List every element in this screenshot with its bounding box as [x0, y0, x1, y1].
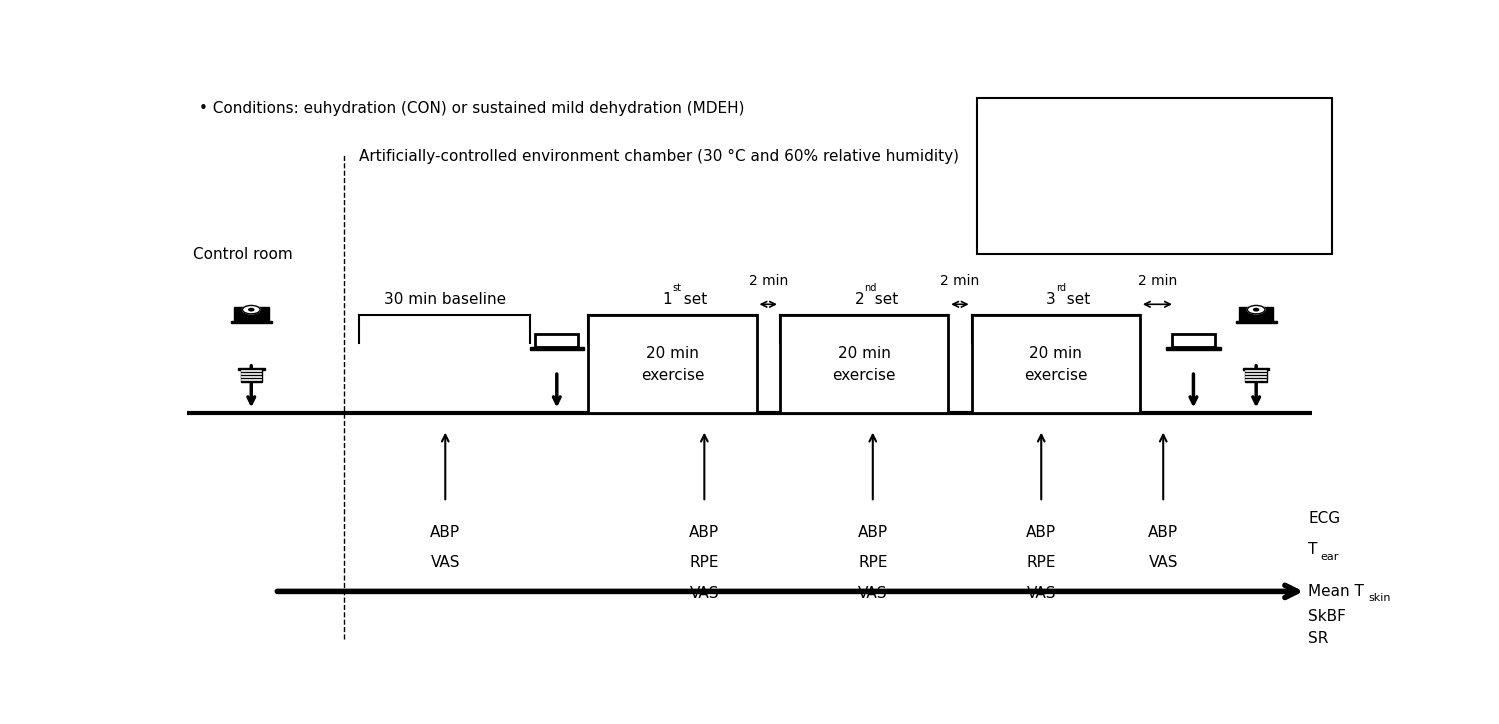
Text: SkBF: SkBF [1309, 609, 1346, 624]
Circle shape [243, 306, 259, 314]
Text: 20 min
exercise: 20 min exercise [1024, 345, 1087, 383]
Text: Artificially-controlled environment chamber (30 °C and 60% relative humidity): Artificially-controlled environment cham… [360, 149, 959, 164]
Text: ABP: ABP [1148, 524, 1178, 539]
Bar [238, 368, 264, 370]
Bar [231, 321, 271, 323]
Bar [588, 316, 757, 413]
Bar [535, 334, 579, 347]
Text: 2 min: 2 min [1138, 274, 1177, 287]
Text: VAS: VAS [1027, 586, 1055, 601]
Text: st: st [673, 283, 682, 293]
Text: skin: skin [1369, 593, 1391, 603]
Bar [971, 316, 1141, 413]
Text: Urine sampling: Urine sampling [1064, 173, 1180, 188]
Circle shape [1253, 308, 1259, 311]
Circle shape [1013, 125, 1018, 127]
Text: RPE: RPE [1027, 555, 1055, 571]
Text: VAS: VAS [690, 586, 720, 601]
Bar [529, 347, 585, 350]
Text: RPE: RPE [690, 555, 720, 571]
Text: 3: 3 [1046, 292, 1055, 307]
Text: 20 min
exercise: 20 min exercise [832, 345, 896, 383]
Bar [1235, 321, 1277, 323]
Bar [998, 135, 1033, 138]
Circle shape [1009, 122, 1024, 130]
Bar [1238, 308, 1274, 321]
Bar [1004, 178, 1027, 180]
Text: Mean T: Mean T [1309, 584, 1364, 599]
Bar [977, 98, 1331, 254]
Bar [998, 220, 1034, 232]
Text: set: set [673, 292, 708, 307]
Text: VAS: VAS [1148, 555, 1178, 571]
Text: 2: 2 [854, 292, 863, 307]
Bar [234, 308, 268, 321]
Text: RPE: RPE [857, 555, 887, 571]
Text: VAS: VAS [857, 586, 887, 601]
Text: • Conditions: euhydration (CON) or sustained mild dehydration (MDEH): • Conditions: euhydration (CON) or susta… [199, 101, 745, 116]
Text: 30 min baseline: 30 min baseline [384, 292, 505, 307]
Text: ABP: ABP [430, 524, 460, 539]
Bar [1243, 368, 1270, 370]
Text: ECG: ECG [1309, 511, 1340, 526]
Bar [1246, 369, 1267, 382]
Text: set: set [1057, 292, 1090, 307]
Text: ABP: ABP [857, 524, 887, 539]
Circle shape [1247, 306, 1265, 314]
Text: 2 min: 2 min [940, 274, 979, 287]
Text: ABP: ABP [1027, 524, 1057, 539]
Text: nd: nd [863, 283, 877, 293]
Text: rd: rd [1055, 283, 1066, 293]
Text: 2 min: 2 min [748, 274, 788, 287]
Bar [1166, 347, 1220, 350]
Text: VAS: VAS [430, 555, 460, 571]
Text: 20 min
exercise: 20 min exercise [640, 345, 705, 383]
Circle shape [249, 308, 253, 311]
Bar [240, 369, 262, 382]
Text: ear: ear [1321, 552, 1339, 562]
Text: Control room: Control room [193, 247, 292, 261]
Bar [1006, 179, 1025, 190]
Text: ABP: ABP [690, 524, 720, 539]
Bar [1172, 334, 1216, 347]
Bar [992, 232, 1039, 234]
Text: 1: 1 [663, 292, 673, 307]
Text: Body weight measurement: Body weight measurement [1064, 121, 1271, 136]
Bar [779, 316, 949, 413]
Text: T: T [1309, 542, 1318, 557]
Text: set: set [865, 292, 898, 307]
Text: Cognitive task: Cognitive task [1064, 223, 1174, 238]
Bar [1001, 125, 1030, 135]
Text: SR: SR [1309, 631, 1328, 647]
